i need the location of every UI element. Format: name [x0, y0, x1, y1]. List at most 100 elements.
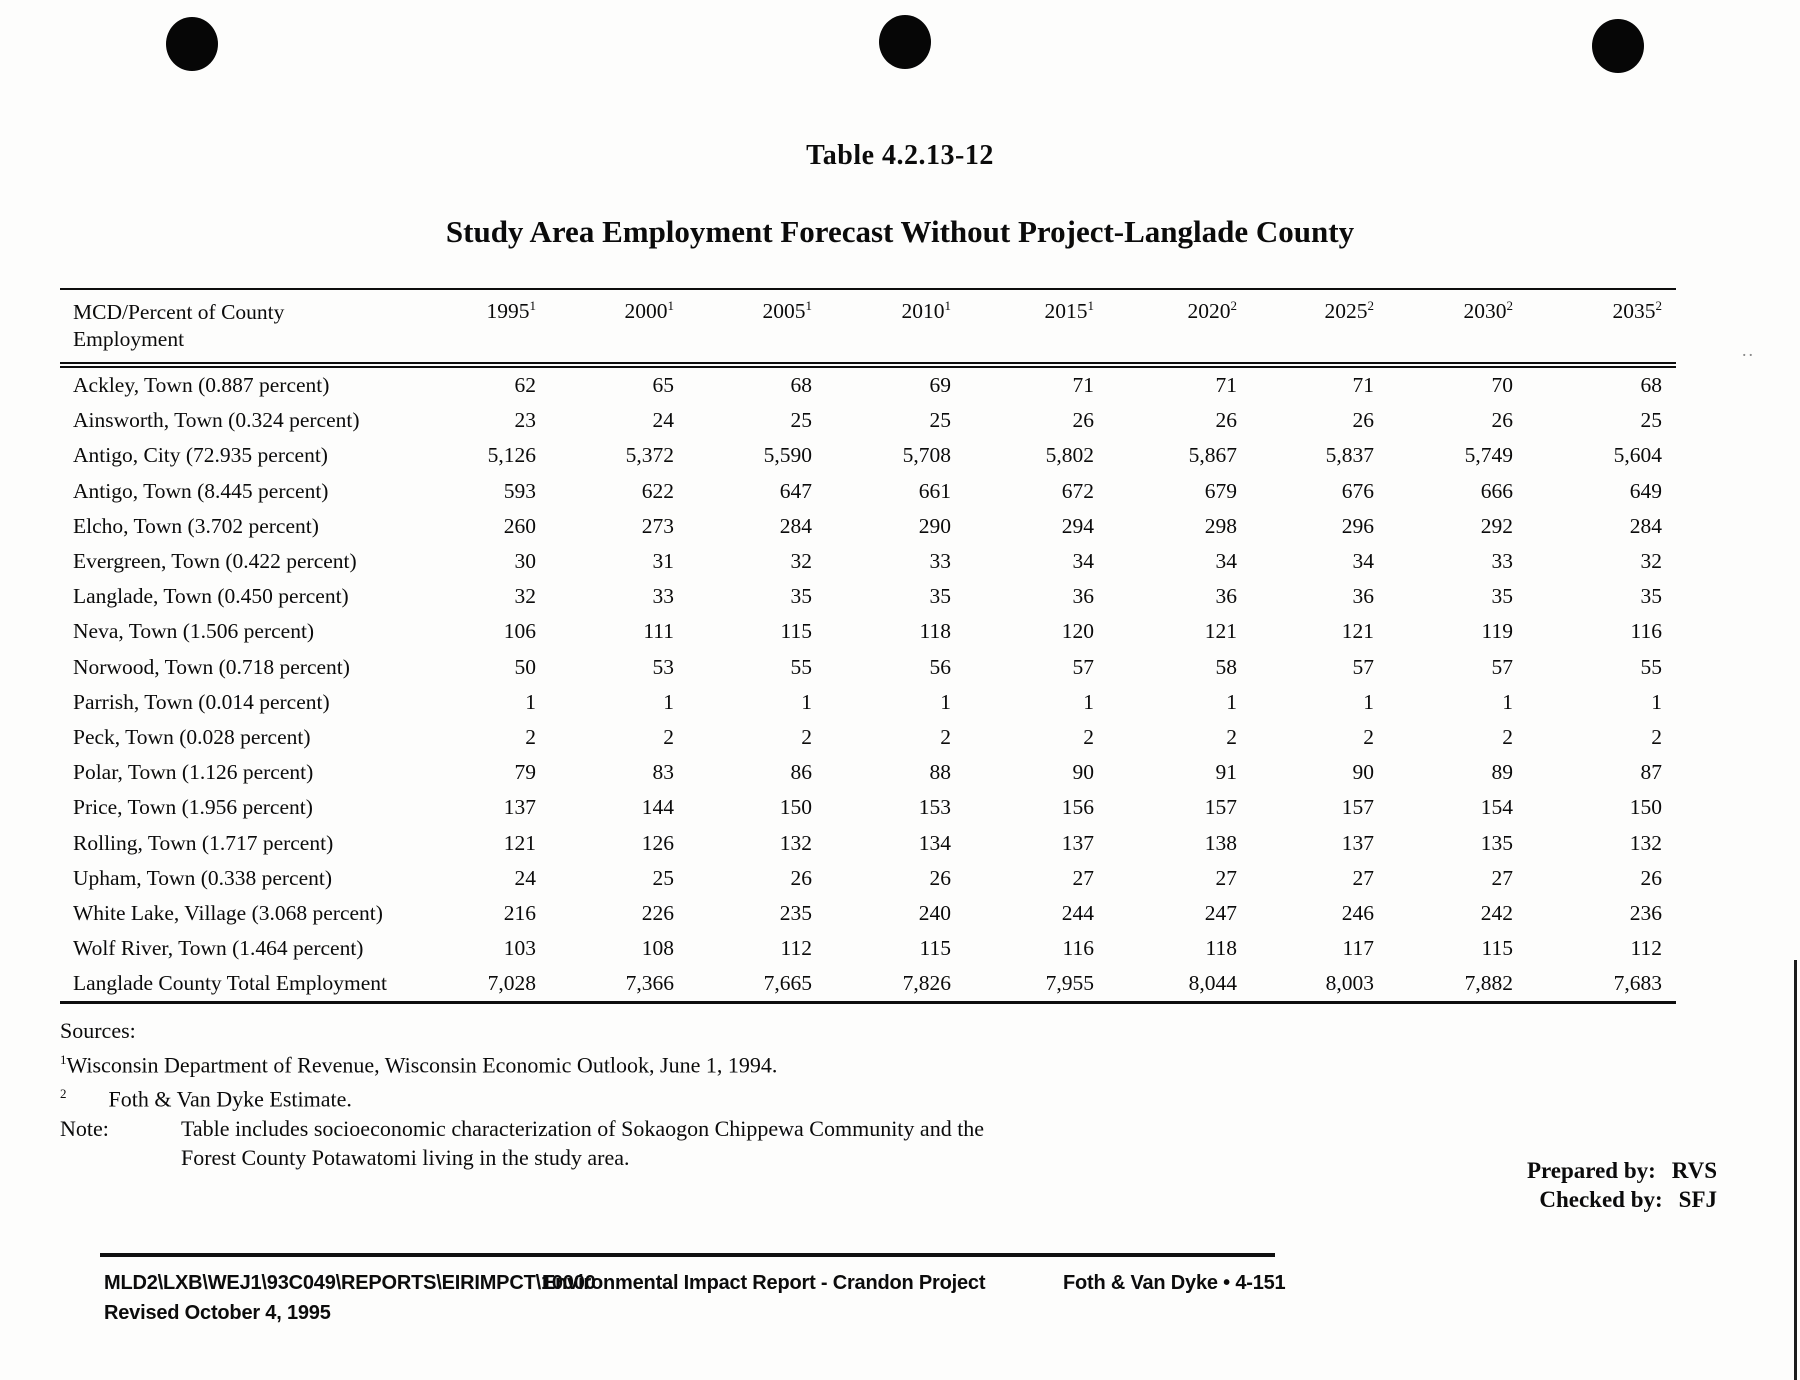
employment-value: 5,802 — [1045, 443, 1094, 468]
footnote-marker: 2 — [1230, 297, 1238, 313]
employment-value: 2 — [1083, 724, 1094, 749]
mcd-label: Langlade, Town (0.450 percent) — [73, 584, 349, 609]
employment-value: 26 — [929, 865, 952, 890]
mcd-label: Langlade County Total Employment — [73, 971, 387, 996]
employment-value: 83 — [652, 760, 675, 785]
header-mcd-line2: Employment — [73, 327, 185, 351]
employment-value: 137 — [1061, 830, 1094, 855]
employment-value: 26 — [1491, 408, 1514, 433]
employment-value: 135 — [1480, 830, 1513, 855]
mcd-label: Price, Town (1.956 percent) — [73, 795, 313, 820]
year-column-header: 20151 — [965, 289, 1108, 368]
employment-value: 36 — [1352, 584, 1375, 609]
employment-value: 24 — [514, 865, 537, 890]
employment-value: 32 — [1640, 549, 1663, 574]
mcd-label: Neva, Town (1.506 percent) — [73, 619, 315, 644]
footer-report-title: Environmental Impact Report - Crandon Pr… — [542, 1272, 986, 1294]
employment-value: 246 — [1341, 900, 1374, 925]
employment-value: 25 — [929, 408, 952, 433]
employment-value: 7,882 — [1464, 971, 1513, 996]
footer-rule — [100, 1253, 1275, 1257]
footnote-marker: 2 — [60, 1086, 67, 1102]
employment-value: 296 — [1341, 513, 1374, 538]
employment-value: 298 — [1204, 513, 1237, 538]
table-row: Rolling, Town (1.717 percent) 121 126 132 13… — [60, 825, 1676, 860]
employment-value: 90 — [1072, 760, 1095, 785]
employment-value: 25 — [652, 865, 675, 890]
table-row: Elcho, Town (3.702 percent) 260 273 284 290 2… — [60, 509, 1676, 544]
mcd-label: Elcho, Town (3.702 percent) — [73, 513, 319, 538]
footnote-marker: 1 — [529, 297, 537, 313]
employment-value: 27 — [1491, 865, 1514, 890]
footer-org-page: Foth & Van Dyke • 4-151 — [1063, 1272, 1286, 1294]
scan-speck-artifact: .. — [1742, 340, 1755, 360]
employment-value: 103 — [503, 936, 536, 961]
employment-value: 1 — [525, 689, 536, 714]
employment-value: 666 — [1480, 478, 1513, 503]
mcd-label: Peck, Town (0.028 percent) — [73, 724, 311, 749]
employment-value: 65 — [652, 373, 675, 398]
employment-value: 138 — [1204, 830, 1237, 855]
employment-value: 71 — [1072, 373, 1095, 398]
employment-value: 35 — [790, 584, 813, 609]
year-column-header: 20252 — [1251, 289, 1388, 368]
employment-value: 32 — [514, 584, 537, 609]
table-row: Polar, Town (1.126 percent) 79 83 86 88 90 91 9… — [60, 755, 1676, 790]
mcd-label: Rolling, Town (1.717 percent) — [73, 830, 334, 855]
punch-hole-icon — [1592, 19, 1644, 73]
employment-value: 132 — [1629, 830, 1662, 855]
mcd-label: Ackley, Town (0.887 percent) — [73, 373, 330, 398]
year-column-header: 20101 — [826, 289, 965, 368]
table-header: MCD/Percent of County Employment 19951 20… — [60, 289, 1676, 368]
employment-value: 226 — [641, 900, 674, 925]
year-column-header: 19951 — [412, 289, 550, 368]
employment-value: 150 — [1629, 795, 1662, 820]
employment-value: 134 — [918, 830, 951, 855]
employment-value: 26 — [1215, 408, 1238, 433]
employment-value: 115 — [780, 619, 812, 644]
column-header-mcd: MCD/Percent of County Employment — [60, 289, 412, 368]
employment-value: 593 — [503, 478, 536, 503]
source-item-1: 1Wisconsin Department of Revenue, Wiscon… — [60, 1052, 778, 1078]
employment-value: 2 — [1651, 724, 1662, 749]
employment-value: 58 — [1215, 654, 1238, 679]
employment-value: 57 — [1491, 654, 1514, 679]
employment-value: 242 — [1480, 900, 1513, 925]
employment-value: 26 — [1640, 865, 1663, 890]
employment-value: 1 — [1363, 689, 1374, 714]
employment-value: 240 — [918, 900, 951, 925]
employment-value: 71 — [1215, 373, 1238, 398]
employment-value: 70 — [1491, 373, 1514, 398]
employment-value: 32 — [790, 549, 813, 574]
employment-value: 68 — [790, 373, 813, 398]
employment-value: 7,028 — [487, 971, 536, 996]
employment-value: 5,126 — [487, 443, 536, 468]
employment-value: 284 — [1629, 513, 1662, 538]
employment-value: 106 — [503, 619, 536, 644]
employment-value: 24 — [652, 408, 675, 433]
employment-value: 118 — [919, 619, 951, 644]
table-row: Antigo, City (72.935 percent) 5,126 5,372 5… — [60, 438, 1676, 473]
employment-value: 273 — [641, 513, 674, 538]
employment-value: 156 — [1061, 795, 1094, 820]
employment-value: 1 — [1226, 689, 1237, 714]
table-row: Norwood, Town (0.718 percent) 50 53 55 56 57 5… — [60, 650, 1676, 685]
employment-value: 1 — [940, 689, 951, 714]
source-item-2: 2 Foth & Van Dyke Estimate. — [60, 1086, 352, 1112]
year-column-header: 20001 — [550, 289, 688, 368]
year-column-header: 20352 — [1527, 289, 1676, 368]
employment-table-body: Ackley, Town (0.887 percent) 62 65 68 69 71 71… — [60, 365, 1676, 1003]
mcd-label: Evergreen, Town (0.422 percent) — [73, 549, 357, 574]
table-row: Wolf River, Town (1.464 percent) 103 108 11… — [60, 931, 1676, 966]
footer-revised-date: Revised October 4, 1995 — [104, 1302, 331, 1324]
employment-value: 2 — [1226, 724, 1237, 749]
employment-value: 7,826 — [902, 971, 951, 996]
table-row: Ackley, Town (0.887 percent) 62 65 68 69 71 71… — [60, 365, 1676, 403]
employment-table: MCD/Percent of County Employment 19951 20… — [60, 288, 1676, 1005]
employment-value: 87 — [1640, 760, 1663, 785]
table-row: Langlade, Town (0.450 percent) 32 33 35 35 36… — [60, 579, 1676, 614]
employment-value: 116 — [1062, 936, 1094, 961]
footnote-marker: 2 — [1506, 297, 1514, 313]
employment-value: 79 — [514, 760, 537, 785]
employment-value: 647 — [779, 478, 812, 503]
